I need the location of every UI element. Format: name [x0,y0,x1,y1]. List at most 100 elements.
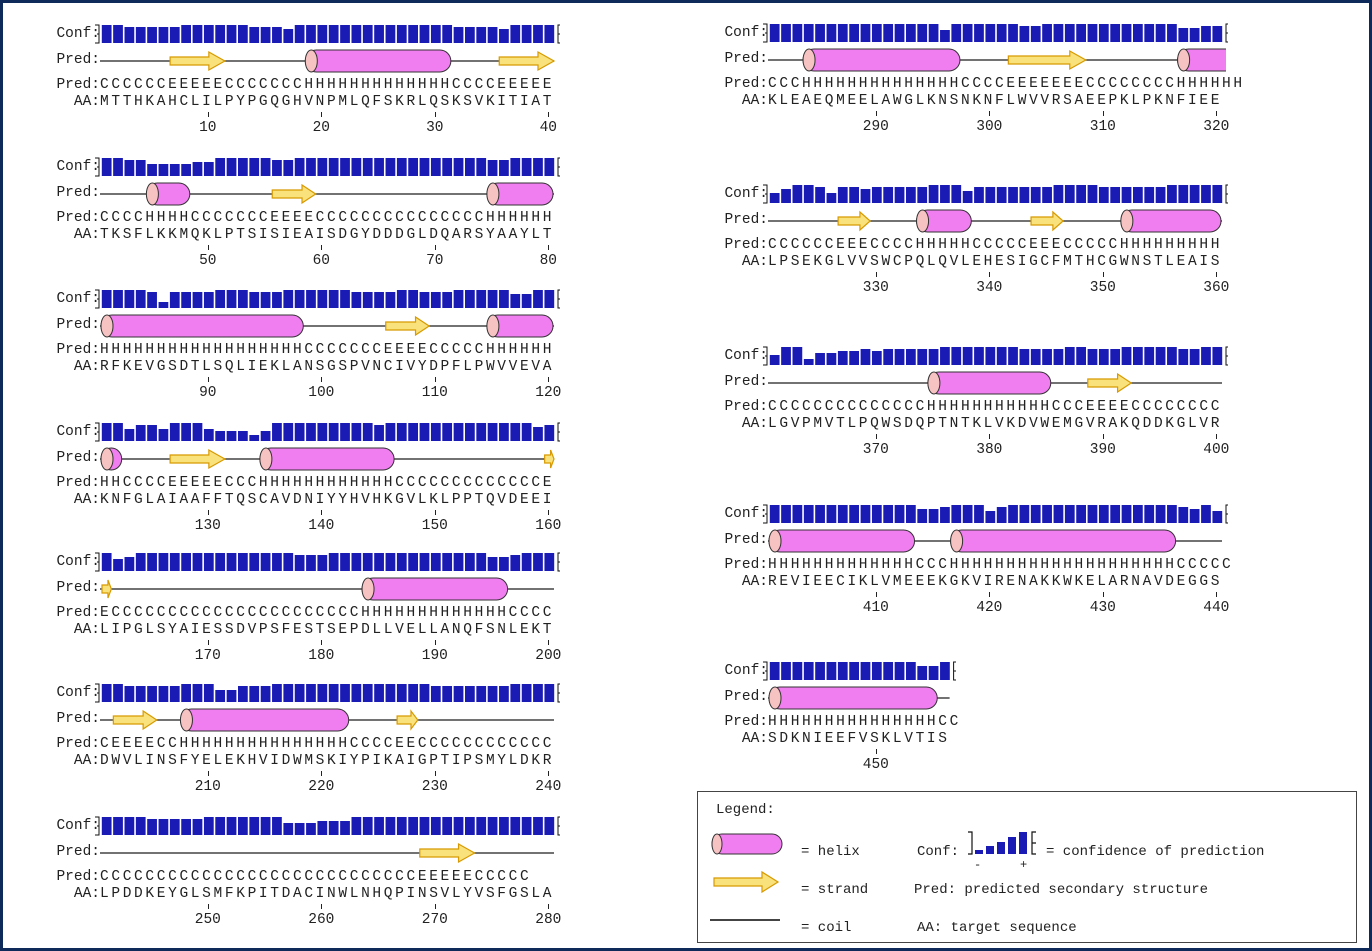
confidence-bar [1133,347,1143,365]
tick-label: 160 [535,518,562,534]
tick-label: 70 [426,253,444,269]
tick-label: 110 [421,385,448,401]
confidence-bar [1076,505,1086,523]
confidence-bar [442,817,453,835]
confidence-bar [408,290,418,308]
tick-mark [1102,272,1104,277]
confidence-bar [1030,349,1041,365]
amino-acid-sequence: LGVPMVTLPQWSDQPTNTKLVKDVWEMGVRAKQDDKGLVR [768,416,1223,432]
confidence-bar [396,684,407,702]
tick-mark [548,640,550,645]
amino-acid-sequence: REVIEECIKLVMEEEKGKVIRENAKKWKELARNAVDEGGS [768,574,1223,590]
confidence-bar [476,27,487,43]
amino-acid-sequence: DWVLINSFYELEKHVIDWMSKIYPIKAIGPTIPSMYLDKR [100,753,555,769]
confidence-bar [328,25,339,43]
confidence-bar [396,158,407,176]
strand-arrow [498,50,556,72]
tick-mark [548,771,550,776]
confidence-bar [260,158,271,176]
legend-helix-label: = helix [801,844,860,860]
confidence-bar [317,423,328,441]
confidence-bar [226,817,237,835]
confidence-bar [453,553,464,571]
confidence-bar [544,425,555,441]
confidence-bar [283,29,294,43]
strand-arrow [169,50,227,72]
aa-label: AA: [73,492,100,508]
confidence-bar [328,158,339,176]
confidence-bar [837,187,848,203]
confidence-bar [317,684,328,702]
secondary-structure-track [100,314,554,338]
confidence-bar [985,511,996,523]
confidence-bar [1019,505,1030,523]
confidence-bar [135,686,146,702]
confidence-bar [499,290,509,308]
confidence-bar [374,158,384,176]
confidence-bar [894,349,905,365]
confidence-bar [430,553,441,571]
tick-label: 260 [308,912,335,928]
confidence-bar [985,347,996,365]
confidence-bar [158,686,169,702]
secondary-structure-track [100,182,554,206]
confidence-bar [158,164,169,176]
confidence-bar [769,662,780,680]
confidence-bar [815,353,825,365]
confidence-bar [430,25,441,43]
confidence-bar [781,24,791,42]
tick-label: 130 [194,518,221,534]
confidence-bar [340,423,350,441]
tick-label: 340 [976,280,1003,296]
strand-arrow [1030,210,1065,232]
aa-label: AA: [741,574,768,590]
confidence-bar [351,25,362,43]
confidence-bar [192,25,203,43]
confidence-bar [487,557,498,571]
confidence-bar [533,427,543,441]
confidence-bar [362,423,373,441]
confidence-bar [1201,26,1211,42]
confidence-bar [940,662,950,680]
tick-label: 20 [312,120,331,136]
confidence-bar [306,290,316,308]
confidence-bar [996,187,1007,203]
confidence-bar [769,24,780,42]
confidence-bar [181,164,191,176]
confidence-bar [1189,509,1200,523]
predicted-structure-sequence: HHHHHHHHHHHHHCCCHHHHHHHHHHHHHHHHHHHHCCCC… [768,557,1234,573]
aa-label: AA: [741,416,768,432]
confidence-bar [169,686,180,702]
confidence-bar [396,423,407,441]
helix-cylinder [486,314,554,338]
tick-mark [989,272,991,277]
helix-legend-icon [711,833,783,855]
confidence-bar [408,25,418,43]
confidence-bar [906,187,916,203]
confidence-bar [487,290,498,308]
confidence-bar [249,158,260,176]
strand-arrow [1087,372,1133,394]
legend-plus: + [1020,858,1028,872]
confidence-bar [396,25,407,43]
tick-label: 450 [862,757,889,773]
tick-mark [321,771,323,776]
confidence-bar [1110,187,1121,203]
confidence-bar [499,686,509,702]
tick-mark [207,245,209,250]
confidence-bar [101,553,112,571]
secondary-structure-track [768,686,950,710]
confidence-bar [476,553,487,571]
tick-label: 180 [308,648,335,664]
confidence-bar [147,425,157,441]
legend: Legend: = helix = strand = coil Conf: - … [697,791,1357,943]
confidence-bar [996,347,1007,365]
confidence-bar [340,290,350,308]
confidence-bar [1189,349,1200,365]
confidence-bar [419,817,430,835]
tick-label: 320 [1203,119,1230,135]
confidence-bar [769,355,780,365]
confidence-bar [226,25,237,43]
helix-cylinder [179,708,350,732]
conf-label: Conf: [56,685,100,701]
